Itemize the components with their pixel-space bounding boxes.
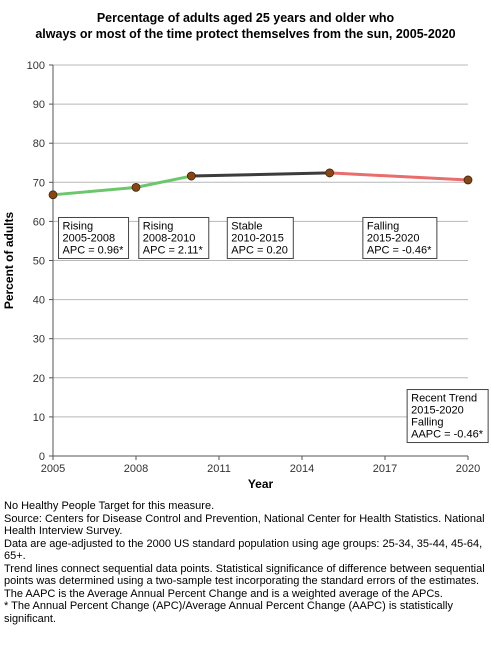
data-point[interactable] bbox=[131, 182, 141, 192]
y-tick-label: 60 bbox=[33, 216, 45, 228]
x-tick-label: 2011 bbox=[207, 463, 231, 475]
x-tick-label: 2020 bbox=[456, 463, 480, 475]
annotation-frame bbox=[406, 389, 489, 444]
chart-title-line-1: Percentage of adults aged 25 years and o… bbox=[96, 11, 395, 25]
trend-line-rising bbox=[51, 185, 138, 197]
axes bbox=[49, 64, 469, 460]
y-tick-label: 90 bbox=[33, 99, 45, 111]
annotation-line: 2015-2020 bbox=[411, 405, 464, 417]
chart-title: Percentage of adults aged 25 years and o… bbox=[0, 10, 491, 42]
grid-lines bbox=[53, 64, 468, 418]
trend-line-falling bbox=[328, 171, 470, 182]
footnote-trend-lines: Trend lines connect sequential data poin… bbox=[4, 562, 485, 588]
x-tick-label: 2017 bbox=[373, 463, 397, 475]
annotation-line: Recent Trend bbox=[411, 393, 477, 405]
y-tick-label: 100 bbox=[27, 60, 45, 72]
trend-line-stable bbox=[189, 171, 332, 178]
trend-line-rising bbox=[134, 174, 193, 189]
y-tick-label: 20 bbox=[33, 373, 45, 385]
data-point[interactable] bbox=[48, 190, 58, 200]
y-axis-title: Percent of adults bbox=[2, 212, 16, 310]
data-point[interactable] bbox=[325, 168, 335, 178]
data-point[interactable] bbox=[463, 175, 473, 185]
annotation-line: 2015-2020 bbox=[367, 232, 420, 244]
footnotes: No Healthy People Target for this measur… bbox=[4, 500, 490, 625]
annotation-frame bbox=[58, 216, 130, 259]
annotation-line: 2005-2008 bbox=[63, 232, 116, 244]
y-tick-labels: 0 10 20 30 40 50 60 70 80 90 100 bbox=[27, 60, 45, 463]
data-points bbox=[48, 168, 473, 200]
footnote-source: Source: Centers for Disease Control and … bbox=[4, 512, 485, 538]
data-point[interactable] bbox=[186, 171, 196, 181]
y-tick-label: 40 bbox=[33, 295, 45, 307]
annotation-frame bbox=[138, 216, 210, 259]
annotation-line: Stable bbox=[231, 220, 262, 232]
annotation-line: Falling bbox=[411, 417, 443, 429]
chart-title-line-2: always or most of the time protect thems… bbox=[35, 27, 456, 41]
y-tick-label: 10 bbox=[33, 412, 45, 424]
annotation-line: Rising bbox=[143, 220, 174, 232]
annotation-frame bbox=[362, 216, 438, 259]
trend-lines bbox=[51, 171, 470, 197]
annotation-line: 2008-2010 bbox=[143, 232, 196, 244]
footnote-target: No Healthy People Target for this measur… bbox=[4, 500, 215, 512]
y-tick-label: 30 bbox=[33, 334, 45, 346]
x-tick-label: 2005 bbox=[41, 463, 65, 475]
x-tick-label: 2014 bbox=[290, 463, 314, 475]
footnote-significance: * The Annual Percent Change (APC)/Averag… bbox=[4, 600, 454, 625]
y-tick-label: 0 bbox=[39, 451, 45, 463]
y-tick-label: 50 bbox=[33, 256, 45, 268]
footnote-aapc: The AAPC is the Average Annual Percent C… bbox=[4, 587, 443, 600]
annotation-line: APC = 2.11* bbox=[143, 244, 204, 256]
y-tick-label: 70 bbox=[33, 177, 45, 189]
annotation-line: AAPC = -0.46* bbox=[411, 429, 484, 441]
annotation-line: 2010-2015 bbox=[231, 232, 284, 244]
annotation-line: APC = 0.96* bbox=[63, 244, 125, 256]
annotation-line: APC = -0.46* bbox=[367, 244, 432, 256]
annotation-line: APC = 0.20 bbox=[231, 244, 288, 256]
x-tick-label: 2008 bbox=[124, 463, 148, 475]
footnote-age-adjustment: Data are age-adjusted to the 2000 US sta… bbox=[4, 537, 483, 563]
x-tick-labels: 2005 2008 2011 2014 2017 2020 bbox=[41, 463, 480, 475]
annotation-line: Falling bbox=[367, 220, 399, 232]
y-tick-label: 80 bbox=[33, 138, 45, 150]
x-axis-title: Year bbox=[248, 477, 274, 491]
annotation-frame bbox=[226, 216, 294, 259]
annotation-line: Rising bbox=[63, 220, 94, 232]
